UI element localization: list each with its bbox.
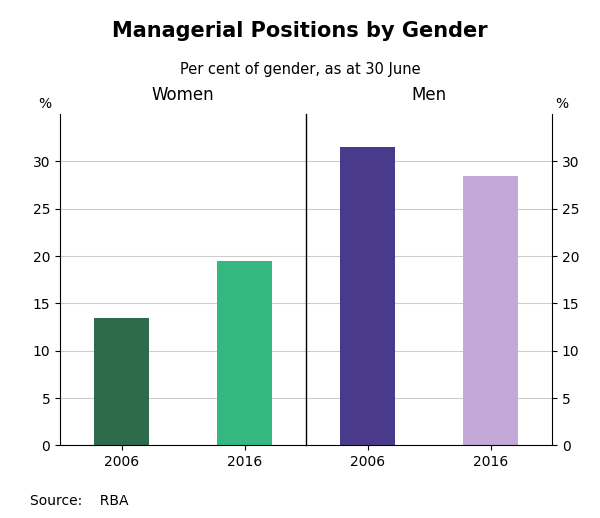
Text: Women: Women (152, 86, 214, 104)
Text: %: % (555, 97, 568, 111)
Bar (94, 318, 149, 445)
Text: Per cent of gender, as at 30 June: Per cent of gender, as at 30 June (179, 62, 421, 77)
Text: Source:    RBA: Source: RBA (30, 494, 128, 508)
Bar (463, 176, 518, 445)
Bar (217, 261, 272, 445)
Text: Managerial Positions by Gender: Managerial Positions by Gender (112, 21, 488, 41)
Text: %: % (38, 97, 51, 111)
Text: Men: Men (412, 86, 446, 104)
Bar (340, 147, 395, 445)
